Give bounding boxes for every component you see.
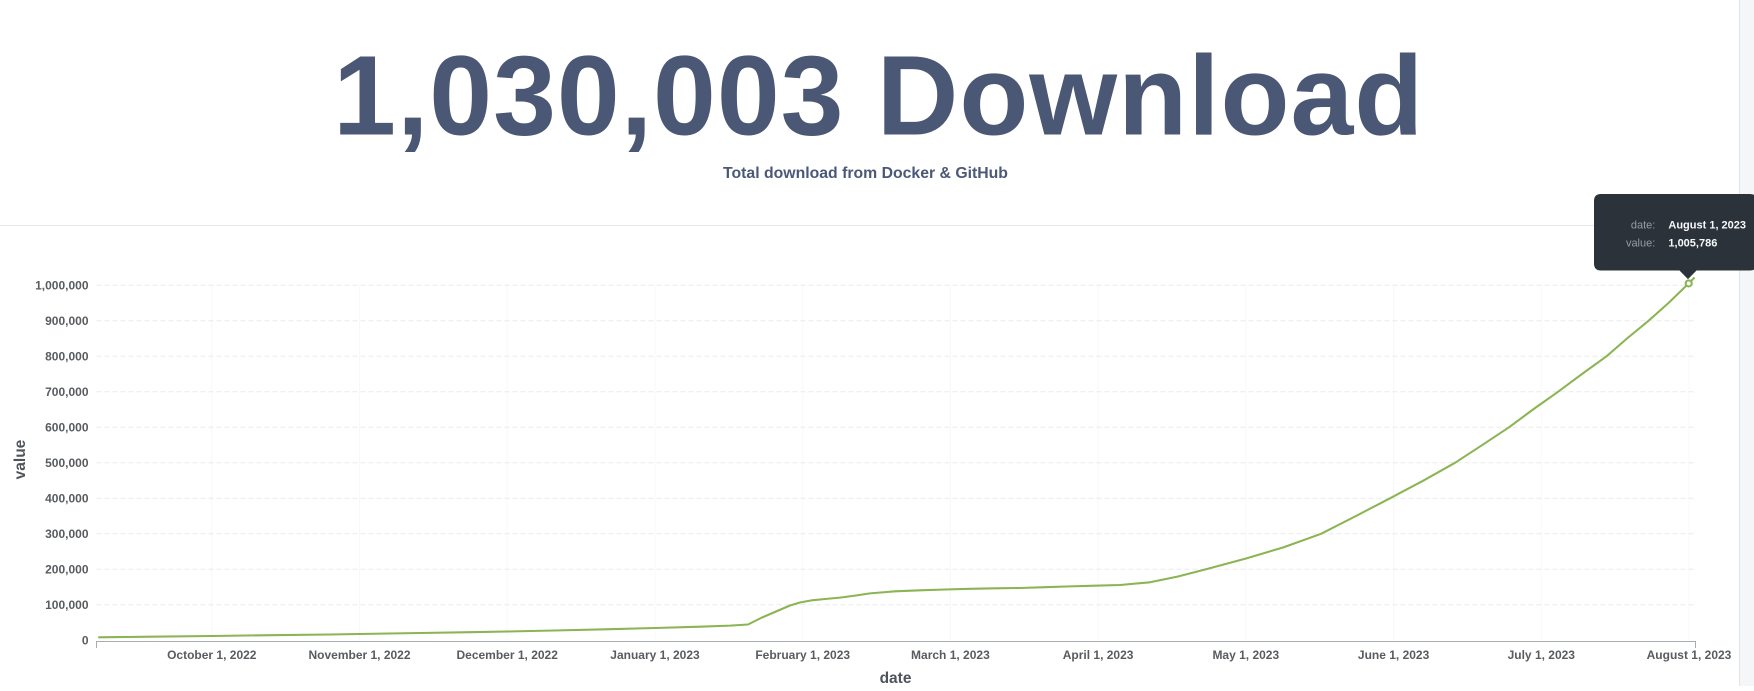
- svg-text:200,000: 200,000: [45, 563, 89, 577]
- svg-text:800,000: 800,000: [45, 350, 89, 364]
- svg-text:0: 0: [82, 634, 89, 648]
- svg-text:July 1, 2023: July 1, 2023: [1508, 648, 1576, 662]
- svg-text:1,005,786: 1,005,786: [1668, 238, 1717, 250]
- svg-text:June 1, 2023: June 1, 2023: [1358, 648, 1430, 662]
- svg-text:400,000: 400,000: [45, 492, 89, 506]
- svg-text:August 1, 2023: August 1, 2023: [1668, 220, 1746, 232]
- svg-text:August 1, 2023: August 1, 2023: [1647, 648, 1732, 662]
- svg-text:100,000: 100,000: [45, 598, 89, 612]
- svg-text:February 1, 2023: February 1, 2023: [755, 648, 850, 662]
- svg-text:date: date: [880, 670, 912, 686]
- svg-text:May 1, 2023: May 1, 2023: [1212, 648, 1279, 662]
- svg-text:March 1, 2023: March 1, 2023: [911, 648, 990, 662]
- svg-text:January 1, 2023: January 1, 2023: [610, 648, 700, 662]
- svg-text:700,000: 700,000: [45, 385, 89, 399]
- svg-text:Total download from Docker & G: Total download from Docker & GitHub: [723, 165, 1008, 182]
- svg-text:October 1, 2022: October 1, 2022: [167, 648, 257, 662]
- svg-text:April 1, 2023: April 1, 2023: [1063, 648, 1134, 662]
- svg-text:600,000: 600,000: [45, 421, 89, 435]
- svg-text:900,000: 900,000: [45, 314, 89, 328]
- svg-text:November 1, 2022: November 1, 2022: [308, 648, 410, 662]
- svg-text:1,030,003 Download: 1,030,003 Download: [333, 32, 1424, 158]
- svg-text:300,000: 300,000: [45, 527, 89, 541]
- svg-text:date:: date:: [1631, 220, 1655, 232]
- svg-text:December 1, 2022: December 1, 2022: [456, 648, 558, 662]
- svg-text:value:: value:: [1626, 238, 1655, 250]
- svg-text:value: value: [12, 439, 29, 479]
- svg-text:500,000: 500,000: [45, 456, 89, 470]
- svg-text:1,000,000: 1,000,000: [35, 279, 89, 293]
